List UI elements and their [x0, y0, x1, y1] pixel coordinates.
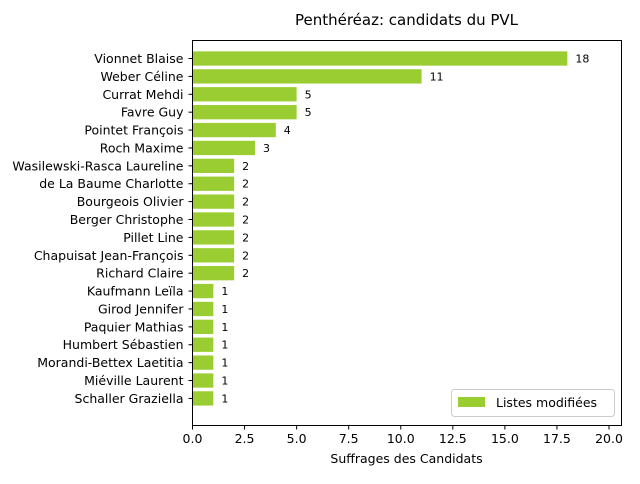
bar-value-label: 2	[242, 178, 249, 191]
y-tick-label: Pointet François	[84, 123, 183, 138]
bar	[192, 69, 422, 84]
x-tick-label: 0.0	[183, 431, 203, 446]
y-tick-label: Pillet Line	[123, 230, 184, 245]
y-tick-label: Kaufmann Leïla	[87, 284, 184, 299]
x-tick-label: 20.0	[595, 431, 623, 446]
bar-value-label: 1	[221, 339, 228, 352]
y-tick-label: Weber Céline	[100, 69, 183, 84]
bar-value-label: 1	[221, 392, 228, 405]
x-axis: 0.0 2.5 5.0 7.5 10.0 12.5 15.0 17.5 20.0	[183, 425, 623, 446]
bar-value-label: 2	[242, 160, 249, 173]
y-tick-label: Wasilewski-Rasca Laureline	[12, 158, 183, 173]
bar-value-label: 11	[430, 70, 444, 83]
bar	[192, 373, 214, 388]
y-tick-label: Vionnet Blaise	[94, 51, 184, 66]
legend-box	[451, 389, 615, 417]
y-tick-label: Chapuisat Jean-François	[34, 248, 184, 263]
bar	[192, 87, 297, 102]
bar-value-label: 2	[242, 267, 249, 280]
bar	[192, 355, 214, 370]
bar	[192, 337, 214, 352]
y-tick-label: Currat Mehdi	[102, 87, 183, 102]
bar	[192, 301, 214, 317]
y-tick-label: Berger Christophe	[70, 212, 184, 227]
y-axis: Vionnet Blaise Weber Céline Currat Mehdi Fa…	[12, 51, 193, 406]
bar-value-label: 18	[575, 53, 589, 66]
bar-value-label: 3	[263, 142, 270, 155]
y-tick-label: Richard Claire	[96, 266, 184, 281]
bar	[192, 176, 235, 191]
bar-value-label: 1	[221, 375, 228, 388]
bar	[192, 51, 568, 66]
bar	[192, 194, 235, 209]
bar-value-label: 5	[305, 106, 312, 119]
bar	[192, 230, 235, 245]
bar-value-label: 1	[221, 285, 228, 298]
x-axis-label: Suffrages des Candidats	[330, 451, 482, 466]
y-tick-label: Bourgeois Olivier	[77, 194, 185, 209]
bar	[192, 212, 235, 227]
bar-value-label: 2	[242, 214, 249, 227]
bar	[192, 391, 214, 406]
bar-value-label: 1	[221, 357, 228, 370]
y-tick-label: de La Baume Charlotte	[39, 176, 184, 191]
bar	[192, 105, 297, 120]
bar	[192, 283, 214, 299]
bar	[192, 140, 255, 156]
bar-value-label: 1	[221, 321, 228, 334]
x-tick-label: 10.0	[387, 431, 415, 446]
x-tick-label: 15.0	[491, 431, 519, 446]
plot-frame	[192, 40, 622, 426]
x-tick-label: 5.0	[287, 431, 307, 446]
bar-value-label: 2	[242, 249, 249, 262]
y-tick-label: Paquier Mathias	[84, 319, 184, 334]
bar	[192, 248, 235, 263]
chart-title: Penthéréaz: candidats du PVL	[295, 11, 519, 29]
bar-value-label: 5	[305, 88, 312, 101]
legend: Listes modifiées	[451, 389, 615, 417]
x-tick-label: 17.5	[543, 431, 571, 446]
bar	[192, 158, 235, 173]
legend-swatch	[458, 397, 485, 407]
x-tick-label: 7.5	[339, 431, 359, 446]
y-tick-label: Humbert Sébastien	[63, 337, 184, 352]
bar	[192, 266, 235, 281]
x-tick-label: 2.5	[235, 431, 255, 446]
x-tick-label: 12.5	[439, 431, 467, 446]
y-tick-label: Morandi-Bettex Laetitia	[37, 355, 183, 370]
y-tick-label: Schaller Graziella	[75, 391, 184, 406]
bar-value-label: 2	[242, 196, 249, 209]
y-tick-label: Girod Jennifer	[98, 301, 184, 316]
y-tick-label: Miéville Laurent	[84, 373, 183, 388]
legend-label: Listes modifiées	[496, 395, 597, 410]
y-tick-label: Roch Maxime	[100, 140, 184, 155]
bars	[192, 51, 568, 406]
bar-value-label: 4	[284, 124, 291, 137]
bar	[192, 319, 214, 334]
y-tick-label: Favre Guy	[121, 105, 184, 120]
bar-value-label: 2	[242, 231, 249, 244]
bar	[192, 122, 276, 138]
bar-value-label: 1	[221, 303, 228, 316]
